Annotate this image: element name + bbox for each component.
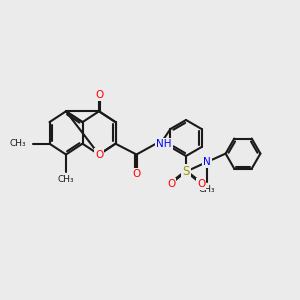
- Text: O: O: [95, 89, 103, 100]
- Text: N: N: [203, 157, 211, 167]
- Text: CH₃: CH₃: [199, 184, 215, 194]
- Text: O: O: [132, 169, 141, 179]
- Text: CH₃: CH₃: [58, 176, 74, 184]
- Text: O: O: [95, 149, 103, 160]
- Text: S: S: [182, 165, 190, 178]
- Text: O: O: [197, 178, 205, 189]
- Text: O: O: [167, 178, 175, 189]
- Text: NH: NH: [156, 139, 172, 149]
- Text: CH₃: CH₃: [10, 139, 26, 148]
